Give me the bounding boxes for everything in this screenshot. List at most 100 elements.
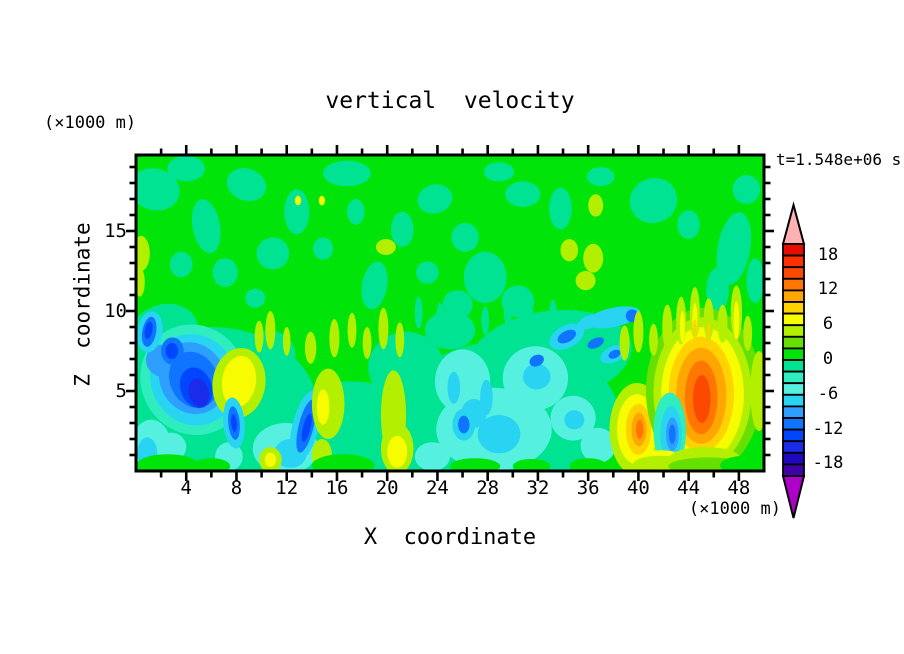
colorbar-level-box: [782, 463, 805, 477]
contour-region: [167, 155, 205, 182]
contour-region: [265, 311, 276, 350]
contour-region: [361, 261, 388, 310]
x-tick-label: 28: [476, 477, 500, 499]
time-annotation: t=1.548e+06 s: [776, 150, 902, 169]
contour-region: [662, 304, 673, 350]
x-tick-label: 36: [576, 477, 600, 499]
contour-region: [529, 354, 544, 367]
contour-region: [450, 458, 501, 471]
contour-region: [451, 223, 479, 252]
contour-region: [750, 351, 764, 431]
contour-region: [586, 306, 641, 329]
contour-blobs: [136, 155, 764, 471]
contour-region: [693, 319, 697, 339]
contour-region: [608, 349, 621, 359]
contour-region: [560, 239, 579, 262]
y-tick-label: 10: [104, 300, 127, 322]
contour-region: [635, 419, 644, 439]
contour-region: [477, 415, 521, 454]
contour-region: [294, 195, 302, 206]
colorbar-level-box: [782, 335, 805, 350]
contour-region: [583, 243, 604, 273]
contour-region: [231, 414, 237, 432]
contour-region: [436, 303, 444, 335]
contour-region: [424, 311, 476, 350]
contour-region: [256, 237, 290, 270]
contour-region: [512, 459, 551, 471]
x-tick-label: 12: [275, 477, 299, 499]
contour-region: [323, 160, 371, 187]
x-tick-label: 48: [727, 477, 751, 499]
colorbar-under-arrow: [781, 475, 806, 519]
x-tick-label: 24: [425, 477, 449, 499]
contour-region: [522, 363, 551, 390]
contour-region: [743, 315, 753, 351]
contour-region: [264, 452, 277, 467]
colorbar-level-box: [782, 440, 805, 454]
contour-region: [362, 327, 372, 359]
contour-region: [391, 211, 414, 247]
contour-region: [588, 194, 604, 217]
contour-region: [526, 306, 535, 335]
contour-region: [549, 187, 572, 230]
contour-region: [144, 321, 153, 339]
y-tick-label: 5: [115, 380, 127, 402]
contour-region: [480, 379, 493, 415]
colorbar-over-arrow: [781, 201, 806, 245]
x-tick-label: 16: [325, 477, 349, 499]
contour-region: [586, 167, 615, 187]
colorbar-level-box: [782, 370, 805, 385]
x-tick-label: 8: [230, 477, 243, 499]
contour-region: [387, 435, 408, 468]
contour-region: [629, 178, 678, 224]
contour-plot: [134, 153, 766, 473]
contour-region: [483, 162, 515, 182]
contour-region: [458, 415, 470, 434]
contour-region: [188, 378, 210, 407]
contour-region: [378, 307, 389, 350]
contour-region: [746, 258, 764, 303]
y-axis-unit: (×1000 m): [44, 113, 137, 133]
contour-region: [668, 424, 676, 444]
x-axis-unit: (×1000 m): [688, 499, 781, 519]
colorbar-boxes: [782, 243, 805, 477]
chart-title: vertical velocity: [325, 88, 575, 114]
contour-region: [557, 329, 577, 344]
contour-region: [311, 454, 375, 471]
contour-region: [254, 320, 264, 353]
contour-region: [587, 337, 604, 349]
x-tick-label: 40: [626, 477, 650, 499]
contour-region: [136, 267, 145, 297]
colorbar-tick-label: 6: [822, 314, 834, 335]
contour-region: [313, 237, 334, 260]
contour-region: [347, 312, 357, 348]
contour-region: [316, 389, 330, 425]
contour-region: [416, 261, 439, 284]
contour-region: [395, 322, 405, 358]
contour-region: [733, 301, 740, 340]
contour-region: [192, 458, 231, 471]
colorbar-level-box: [782, 266, 805, 280]
contour-region: [304, 331, 317, 364]
contour-region: [481, 306, 490, 335]
contour-region: [575, 271, 596, 291]
contour-region: [707, 322, 711, 339]
colorbar-level-box: [782, 301, 805, 315]
x-tick-label: 32: [526, 477, 550, 499]
contour-region: [375, 239, 396, 255]
plot-frame: [134, 153, 766, 473]
contour-region: [505, 181, 541, 207]
contour-region: [677, 210, 700, 239]
contour-region: [301, 413, 312, 442]
colorbar-level-box: [782, 405, 805, 419]
x-tick-label: 4: [180, 477, 192, 499]
contour-region: [577, 314, 599, 330]
contour-region: [693, 375, 711, 423]
contour-region: [463, 251, 507, 303]
contour-region: [329, 319, 340, 358]
contour-region: [720, 455, 764, 471]
contour-region: [458, 295, 467, 327]
contour-region: [165, 343, 179, 359]
